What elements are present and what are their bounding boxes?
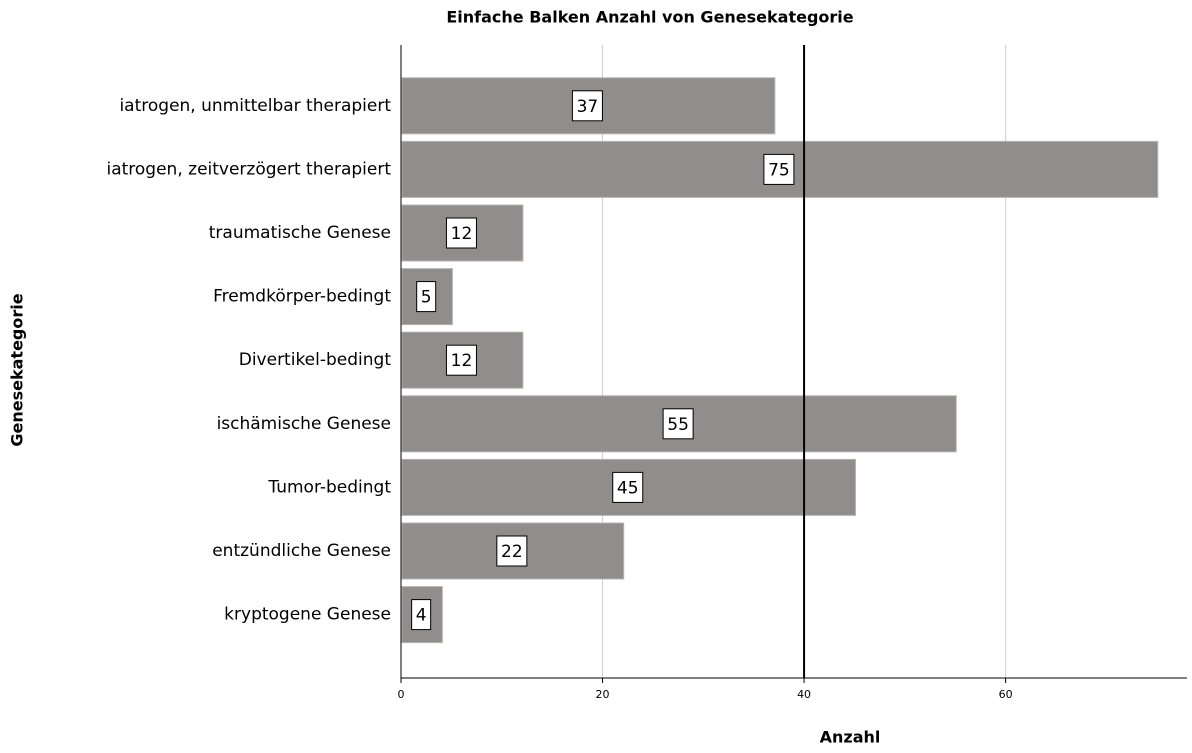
value-label: 55 [667,415,689,435]
y-axis-label: Genesekategorie [8,293,27,446]
value-label-box [496,535,528,567]
y-tick-label: Divertikel-bedingt [239,350,392,370]
value-label: 45 [617,478,639,498]
value-label-box [612,471,644,503]
value-label: 22 [501,542,523,562]
value-label-box [416,281,437,313]
value-label: 37 [577,97,599,117]
chart-title: Einfache Balken Anzahl von Genesekategor… [446,8,853,27]
x-tick-label: 60 [999,688,1013,701]
y-tick-label: kryptogene Genese [224,605,391,625]
value-label: 12 [451,224,473,244]
y-tick-label: Tumor-bedingt [267,477,391,497]
y-tick-label: entzündliche Genese [212,541,391,561]
value-label-box [445,217,477,249]
x-tick-label: 0 [398,688,405,701]
x-tick-label: 20 [596,688,610,701]
value-label-box [445,344,477,376]
y-tick-label: traumatische Genese [209,223,391,243]
value-label-box [662,408,694,440]
value-label: 5 [421,288,432,308]
value-label-box [411,599,432,631]
value-label-box [571,90,603,122]
y-tick-label: iatrogen, zeitverzögert therapiert [106,159,391,179]
y-tick-label: Fremdkörper-bedingt [213,287,391,307]
value-label: 75 [768,160,790,180]
value-label: 4 [416,606,427,626]
y-tick-label: ischämische Genese [217,414,391,434]
y-tick-label: iatrogen, unmittelbar therapiert [119,96,391,116]
value-label: 12 [451,351,473,371]
value-label-box [763,153,795,185]
x-tick-label: 40 [797,688,811,701]
x-axis-label: Anzahl [820,728,881,747]
